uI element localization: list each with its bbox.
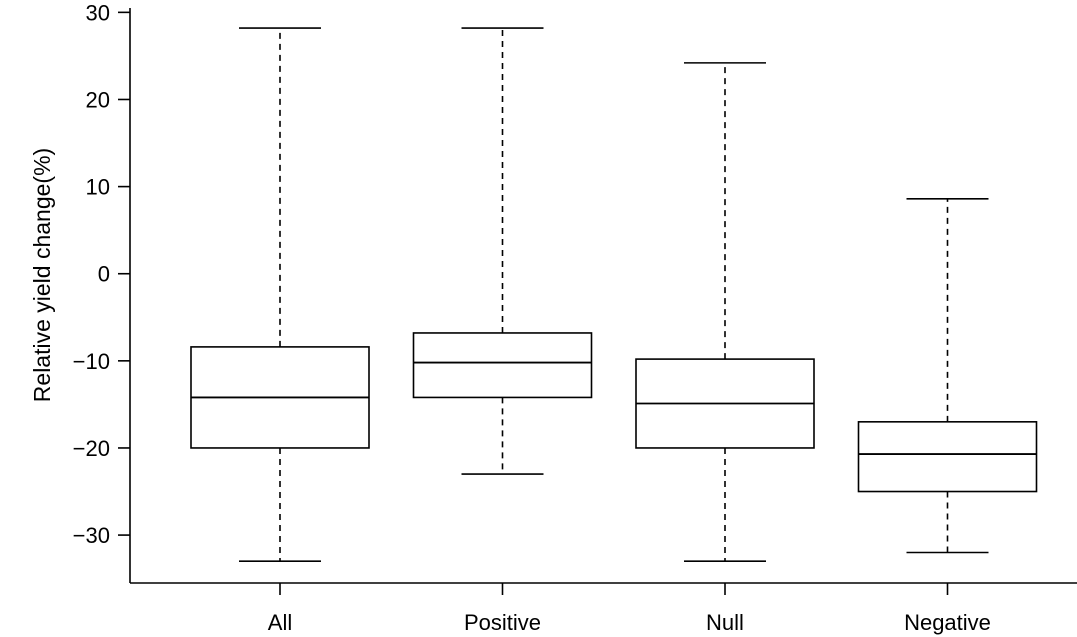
x-category-label: All [268,610,292,635]
x-category-label: Positive [464,610,541,635]
x-category-label: Null [706,610,744,635]
iqr-box [412,332,593,399]
y-tick-label: −30 [73,523,110,548]
iqr-box [857,421,1038,493]
axes [129,8,1077,584]
box-negative [857,197,1038,554]
y-tick-label: 0 [98,262,110,287]
y-axis-title: Relative yield change(%) [29,148,55,402]
boxes [190,27,1038,563]
y-tick-label: −10 [73,349,110,374]
x-axis-category-labels: All Positive Null Negative [268,583,991,635]
y-tick-label: 10 [86,175,110,200]
x-category-label: Negative [904,610,991,635]
box-positive [412,27,593,475]
y-tick-label: 30 [86,0,110,25]
box-null [635,62,815,563]
box-all [190,27,370,563]
y-tick-label: 20 [86,87,110,112]
y-tick-label: −20 [73,436,110,461]
y-axis-ticks: −30 −20 −10 0 10 20 30 [73,0,130,548]
